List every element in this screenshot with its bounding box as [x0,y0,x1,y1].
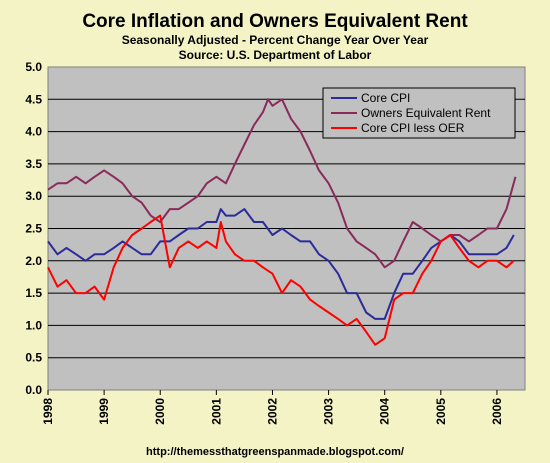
y-axis-ticks: 0.0 0.5 1.0 1.5 2.0 2.5 3.0 3.5 4.0 4.5 5.0 [25,60,42,397]
x-tick-label: 2002 [265,398,279,425]
x-axis-ticks: 1998 1999 2000 2001 2002 2003 2004 2005 2006 [41,390,504,425]
y-tick-label: 4.5 [25,92,42,106]
x-tick-label: 2000 [153,398,167,425]
x-tick-label: 1998 [41,398,55,425]
x-tick-label: 2001 [209,398,223,425]
footer-url: http://themessthatgreenspanmade.blogspot… [146,446,404,458]
series-line-oer [47,98,517,269]
x-tick-label: 2005 [434,398,448,425]
series-layer [47,98,517,346]
y-tick-label: 3.5 [25,157,42,171]
y-tick-label: 1.5 [25,286,42,300]
x-tick-label: 1999 [97,398,111,425]
x-tick-label: 2003 [322,398,336,425]
chart-source: Source: U.S. Department of Labor [179,48,372,62]
series-line-core-less-oer [47,214,515,346]
legend: Core CPI Owners Equivalent Rent Core CPI… [322,87,516,139]
x-tick-label: 2004 [378,398,392,425]
y-tick-label: 0.5 [25,351,42,365]
x-tick-label: 2006 [490,398,504,425]
y-tick-label: 2.5 [25,222,42,236]
legend-label-core-less-oer: Core CPI less OER [361,121,465,135]
y-tick-label: 3.0 [25,189,42,203]
chart-title: Core Inflation and Owners Equivalent Ren… [82,11,468,32]
y-tick-label: 1.0 [25,318,42,332]
y-tick-label: 2.0 [25,254,42,268]
y-tick-label: 5.0 [25,60,42,74]
y-tick-label: 4.0 [25,125,42,139]
legend-label-oer: Owners Equivalent Rent [361,106,491,120]
series-line-core-cpi [47,208,515,320]
legend-label-core-cpi: Core CPI [361,91,410,105]
y-tick-label: 0.0 [25,383,42,397]
chart-subtitle: Seasonally Adjusted - Percent Change Yea… [122,33,429,47]
